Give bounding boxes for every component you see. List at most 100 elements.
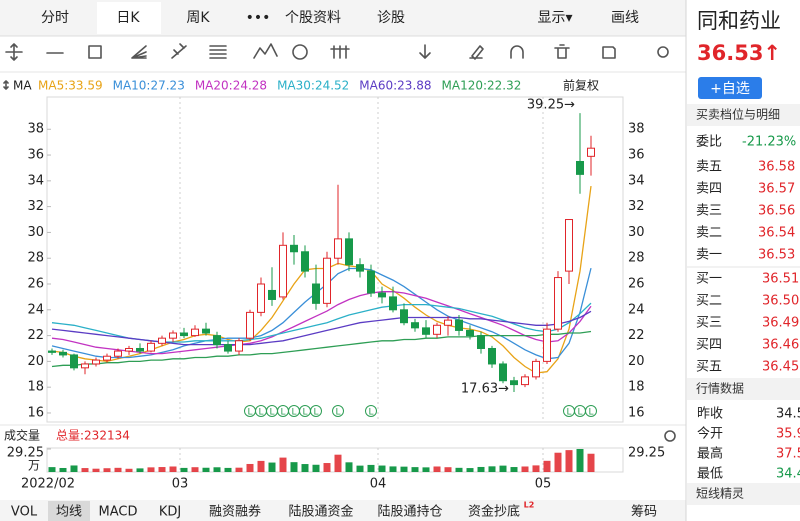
candle-body: [521, 376, 529, 386]
move-icon[interactable]: [5, 43, 23, 61]
candle-body: [301, 251, 309, 272]
volume-bar: [477, 466, 485, 472]
event-label[interactable]: L: [577, 408, 582, 418]
event-label[interactable]: L: [313, 408, 318, 418]
ma-line: [51, 330, 592, 368]
down-icon[interactable]: [419, 44, 431, 59]
volume-bar: [510, 467, 518, 472]
save-icon[interactable]: [602, 46, 616, 59]
bid-label: 买二: [696, 294, 722, 309]
event-label[interactable]: L: [302, 408, 307, 418]
bottom-tab[interactable]: 筹码: [631, 504, 657, 520]
volume-bar: [81, 468, 89, 472]
bottom-tab[interactable]: 融资融券: [209, 504, 261, 520]
bottom-tab[interactable]: 均线: [56, 505, 82, 520]
candle-body: [378, 292, 386, 298]
bottom-tab[interactable]: 陆股通持仓: [377, 504, 442, 520]
grid-icon[interactable]: [330, 45, 350, 59]
top-tab[interactable]: 显示▾: [537, 10, 572, 26]
legend-icon[interactable]: [3, 80, 9, 90]
volume-bar: [301, 464, 309, 472]
settings-icon[interactable]: [657, 46, 669, 58]
y-tick-label-right: 36: [628, 148, 645, 163]
pen-icon[interactable]: [469, 45, 484, 60]
candle-body: [191, 328, 199, 337]
watch-button[interactable]: [698, 77, 762, 99]
event-label[interactable]: L: [269, 408, 274, 418]
top-tab[interactable]: 周K: [186, 10, 210, 26]
y-tick-label-right: 38: [628, 122, 645, 137]
y-tick-label: 30: [27, 225, 44, 240]
candle-body: [334, 238, 342, 259]
top-tab[interactable]: •••: [246, 10, 271, 26]
event-label[interactable]: L: [566, 408, 571, 418]
cycle-icon[interactable]: [292, 44, 308, 60]
event-marker[interactable]: [365, 405, 377, 417]
event-label[interactable]: L: [335, 408, 340, 418]
section-band: [687, 378, 800, 400]
annotation: 17.63→: [461, 381, 509, 396]
event-marker[interactable]: [585, 405, 597, 417]
candle-body: [114, 350, 122, 357]
event-label[interactable]: L: [588, 408, 593, 418]
y-tick-label: 18: [27, 380, 44, 395]
delete-icon[interactable]: [554, 44, 570, 59]
section-band: [687, 104, 800, 126]
event-marker[interactable]: [332, 405, 344, 417]
watch-button-label[interactable]: +自选: [710, 81, 750, 97]
wave-icon[interactable]: [253, 43, 278, 59]
volume-unit: 万: [28, 459, 40, 473]
fib-icon[interactable]: [209, 45, 227, 59]
top-tab[interactable]: 诊股: [377, 10, 405, 26]
legend-entry: MA120:22.32: [442, 79, 522, 93]
volume-bar: [257, 460, 265, 472]
adjust-label[interactable]: 前复权: [563, 78, 599, 93]
event-label[interactable]: L: [258, 408, 263, 418]
volume-bar: [499, 465, 507, 472]
bid-price: 36.49: [762, 316, 799, 331]
stat-value: 35.9: [776, 427, 800, 442]
bottom-tab[interactable]: 资金抄底: [468, 504, 520, 520]
stock-name: 同和药业: [697, 9, 781, 33]
volume-bar: [587, 453, 595, 472]
event-label[interactable]: L: [368, 408, 373, 418]
magnet-icon[interactable]: [510, 45, 524, 59]
bid-label: 买三: [696, 316, 722, 331]
rect-icon[interactable]: [88, 45, 102, 59]
event-label[interactable]: L: [247, 408, 252, 418]
x-tick-label: 03: [172, 477, 189, 492]
volume-bar: [488, 466, 496, 472]
bottom-tab[interactable]: KDJ: [159, 505, 181, 520]
volume-bar: [521, 466, 529, 472]
bottom-tab[interactable]: 陆股通资金: [288, 504, 353, 520]
bottom-tab[interactable]: MACD: [99, 505, 138, 520]
ask-price: 36.54: [758, 226, 795, 241]
top-tab[interactable]: 日K: [116, 10, 140, 26]
ask-label: 卖一: [696, 248, 722, 263]
event-marker[interactable]: [310, 405, 322, 417]
y-tick-label: 32: [27, 199, 44, 214]
fan-icon[interactable]: [131, 45, 147, 59]
ask-label: 卖五: [696, 160, 722, 175]
candle-body: [224, 344, 232, 352]
bid-price: 36.45: [762, 360, 799, 375]
legend-entry: MA20:24.28: [195, 79, 267, 93]
event-label[interactable]: L: [280, 408, 285, 418]
channel-icon[interactable]: [171, 43, 187, 59]
volume-bar: [378, 465, 386, 472]
top-tab[interactable]: 画线: [611, 10, 639, 26]
top-tab[interactable]: 分时: [41, 10, 69, 26]
volume-bar: [466, 468, 474, 472]
volume-bar: [323, 463, 331, 472]
candle-body: [180, 332, 188, 337]
ma-line: [51, 310, 592, 346]
bid-price: 36.50: [762, 294, 799, 309]
toolbar[interactable]: [5, 43, 669, 61]
volume-settings-icon[interactable]: [664, 430, 676, 442]
event-label[interactable]: L: [291, 408, 296, 418]
y-tick-label: 26: [27, 277, 44, 292]
candle-body: [279, 244, 287, 298]
bottom-tab[interactable]: VOL: [11, 505, 38, 520]
bid-price: 36.46: [762, 338, 799, 353]
top-tab[interactable]: 个股资料: [285, 10, 341, 26]
